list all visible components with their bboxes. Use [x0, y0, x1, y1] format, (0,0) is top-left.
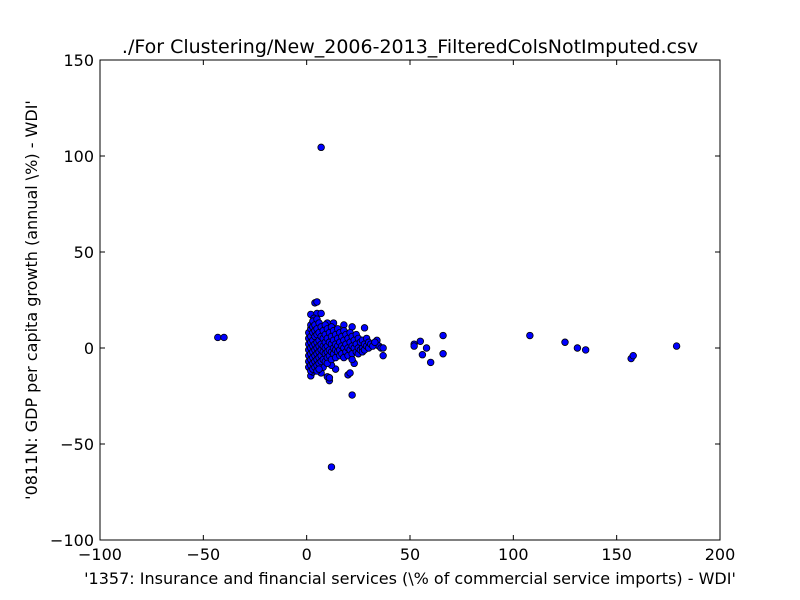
data-point	[672, 342, 681, 350]
y-tick-label: −50	[60, 435, 94, 454]
data-point	[426, 358, 435, 367]
x-tick-label: 0	[302, 545, 312, 564]
data-point	[418, 351, 427, 359]
data-point	[629, 351, 637, 360]
data-point	[573, 344, 582, 352]
data-point	[581, 346, 590, 354]
y-tick-label: 0	[84, 339, 94, 358]
data-point	[317, 309, 325, 318]
data-point	[315, 365, 323, 373]
data-point	[325, 374, 334, 382]
data-point	[348, 391, 356, 399]
x-tick-label: 200	[705, 545, 736, 564]
data-point	[214, 333, 222, 342]
data-point	[379, 351, 387, 360]
data-point	[526, 331, 534, 340]
y-tick-label: 150	[63, 51, 94, 70]
x-axis-label: '1357: Insurance and financial services …	[84, 569, 736, 588]
x-tick-label: 50	[400, 545, 420, 564]
data-point	[561, 338, 569, 346]
y-tick-label: 100	[63, 147, 94, 166]
data-point	[422, 344, 431, 352]
data-point	[348, 355, 356, 364]
chart-title: ./For Clustering/New_2006-2013_FilteredC…	[122, 36, 698, 58]
ticks-layer: −100 −50 0 50 100 150 200 −100 −50 0 50 100 150	[50, 51, 735, 564]
data-point	[416, 337, 425, 345]
x-tick-label: 100	[498, 545, 529, 564]
data-point	[410, 342, 418, 350]
data-point	[360, 324, 369, 332]
y-tick-label: −100	[50, 531, 94, 550]
y-axis-label: '0811N: GDP per capita growth (annual \%…	[22, 100, 41, 500]
x-tick-label: −50	[186, 545, 220, 564]
data-point	[346, 369, 354, 377]
x-tick-label: 150	[601, 545, 632, 564]
data-point	[439, 350, 447, 358]
data-point	[439, 331, 447, 340]
data-point	[313, 298, 321, 306]
data-point	[220, 333, 228, 342]
points-layer	[214, 143, 681, 471]
y-tick-label: 50	[74, 243, 94, 262]
x-tick-label: −100	[78, 545, 122, 564]
data-point	[379, 344, 387, 352]
data-point	[327, 463, 336, 471]
data-point	[371, 338, 379, 346]
data-point	[317, 143, 325, 152]
